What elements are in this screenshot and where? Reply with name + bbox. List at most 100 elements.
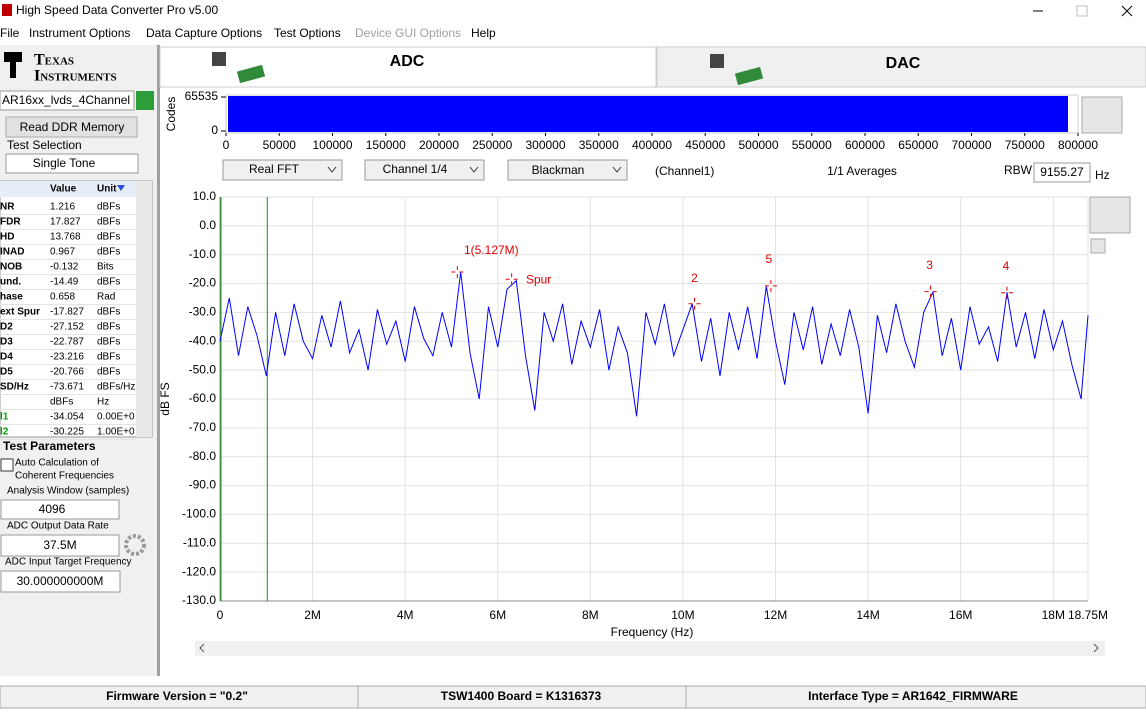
menu-item[interactable]: Device GUI Options	[355, 26, 461, 40]
x-tick-label: 500000	[738, 138, 778, 152]
row-unit: Bits	[97, 262, 114, 273]
status-bar	[0, 685, 1146, 709]
read-ddr-button[interactable]	[5, 116, 138, 138]
row-unit: dBFs	[97, 367, 120, 378]
close-button[interactable]	[1121, 5, 1133, 17]
target-frequency-input[interactable]	[0, 570, 121, 593]
x-tick-label: 250000	[472, 138, 512, 152]
device-dropdown[interactable]	[0, 90, 135, 111]
results-scrollbar[interactable]	[136, 181, 152, 437]
x-tick-label: 2M	[304, 608, 321, 622]
scroll-right-arrow[interactable]	[1093, 643, 1099, 653]
horizontal-scrollbar[interactable]	[195, 641, 1105, 656]
menu-item[interactable]: Instrument Options	[29, 26, 130, 40]
row-value: -34.054	[50, 412, 84, 423]
y-tick-label: -110.0	[183, 535, 216, 549]
row-value: -30.225	[50, 427, 84, 438]
row-name: D5	[0, 367, 13, 378]
row-unit: dBFs	[97, 247, 120, 258]
auto-calc-checkbox[interactable]	[0, 458, 14, 472]
menu-item[interactable]: Help	[471, 26, 496, 40]
analysis-window-dropdown[interactable]	[0, 499, 120, 520]
row-value: -17.827	[50, 307, 84, 318]
row-value: 17.827	[50, 217, 81, 228]
row-name: FDR	[0, 217, 21, 228]
row-unit: 1.00E+0	[97, 427, 135, 438]
device-name: AR16xx_lvds_4Channel	[2, 93, 130, 107]
dropdown-arrow	[469, 166, 479, 173]
x-tick-label: 300000	[525, 138, 565, 152]
row-value: 1.216	[50, 202, 75, 213]
row-unit: dBFs	[97, 202, 120, 213]
row-name: D3	[0, 337, 13, 348]
section-title: Test Parameters	[3, 439, 96, 453]
row-name: NOB	[0, 262, 22, 273]
y-tick-label: -60.0	[189, 391, 217, 405]
status-text: TSW1400 Board = K1316373	[441, 689, 602, 703]
row-value: -22.787	[50, 337, 84, 348]
row-value: -20.766	[50, 367, 84, 378]
y-tick-label: -90.0	[189, 478, 217, 492]
label: (Channel1)	[655, 164, 714, 178]
checkbox-label: Coherent Frequencies	[15, 471, 114, 482]
y-axis-label: dB FS	[158, 382, 172, 415]
menu-item[interactable]: Data Capture Options	[146, 26, 262, 40]
rbw-value: 9155.27	[1040, 165, 1084, 179]
annotation-label: Spur	[526, 272, 551, 286]
row-unit: 0.00E+0	[97, 412, 135, 423]
input-value: 30.000000000M	[17, 574, 104, 588]
row-unit: dBFs	[97, 337, 120, 348]
row-unit: dBFs	[97, 277, 120, 288]
output-rate-input[interactable]	[0, 534, 120, 557]
ti-logo-mark	[4, 52, 22, 78]
row-unit: dBFs	[97, 217, 120, 228]
y-tick-label: -20.0	[189, 276, 217, 290]
status-text: Firmware Version = "0.2"	[106, 689, 248, 703]
x-tick-label: 10M	[671, 608, 694, 622]
annotation-marker	[1000, 286, 1013, 299]
logo-text: Texas	[34, 52, 74, 69]
dropdown-value: 4096	[39, 502, 66, 516]
row-unit: Hz	[97, 397, 109, 408]
menu-item[interactable]: Test Options	[274, 26, 341, 40]
y-tick-label: -70.0	[189, 420, 217, 434]
x-tick-label: 18.75M	[1068, 608, 1108, 622]
x-tick-label: 200000	[419, 138, 459, 152]
x-tick-label: 700000	[951, 138, 991, 152]
fft-reset-button[interactable]	[1090, 238, 1106, 254]
menu-item[interactable]: File	[0, 26, 20, 40]
spectrum-line	[219, 271, 1089, 417]
x-tick-label: 350000	[579, 138, 619, 152]
window-dropdown[interactable]	[507, 159, 628, 181]
fft-type-dropdown[interactable]	[222, 159, 343, 181]
row-name: SD/Hz	[0, 382, 29, 393]
x-tick-label: 550000	[792, 138, 832, 152]
dropdown-arrow	[612, 166, 622, 173]
x-tick-label: 50000	[263, 138, 297, 152]
y-tick-label: -30.0	[189, 305, 217, 319]
channel-dropdown[interactable]	[364, 159, 485, 181]
codes-zoom-tools[interactable]	[1081, 96, 1123, 134]
fft-zoom-tools[interactable]	[1089, 196, 1131, 234]
y-tick-label: 0	[211, 123, 218, 137]
row-unit: dBFs	[97, 352, 120, 363]
status-text: Interface Type = AR1642_FIRMWARE	[808, 689, 1018, 703]
device-download-button[interactable]	[136, 91, 154, 110]
scroll-left-arrow[interactable]	[199, 643, 205, 653]
logo-text: Instruments	[34, 68, 117, 85]
dac-board-icon	[734, 66, 764, 86]
column-header: Unit	[97, 184, 117, 195]
label: Hz	[1095, 168, 1110, 182]
y-tick-label: -50.0	[189, 362, 217, 376]
settings-gear[interactable]	[124, 534, 146, 556]
annotation-marker	[688, 297, 701, 310]
label: RBW	[1004, 163, 1033, 177]
adc-tab-icon	[212, 52, 226, 66]
dac-tab[interactable]	[656, 46, 1146, 88]
test-selection-dropdown[interactable]	[5, 153, 139, 174]
x-tick-label: 450000	[685, 138, 725, 152]
row-name: l2	[0, 427, 9, 438]
y-tick-label: 10.0	[193, 189, 217, 203]
sort-arrow	[117, 185, 125, 191]
maximize-button[interactable]	[1076, 5, 1088, 17]
